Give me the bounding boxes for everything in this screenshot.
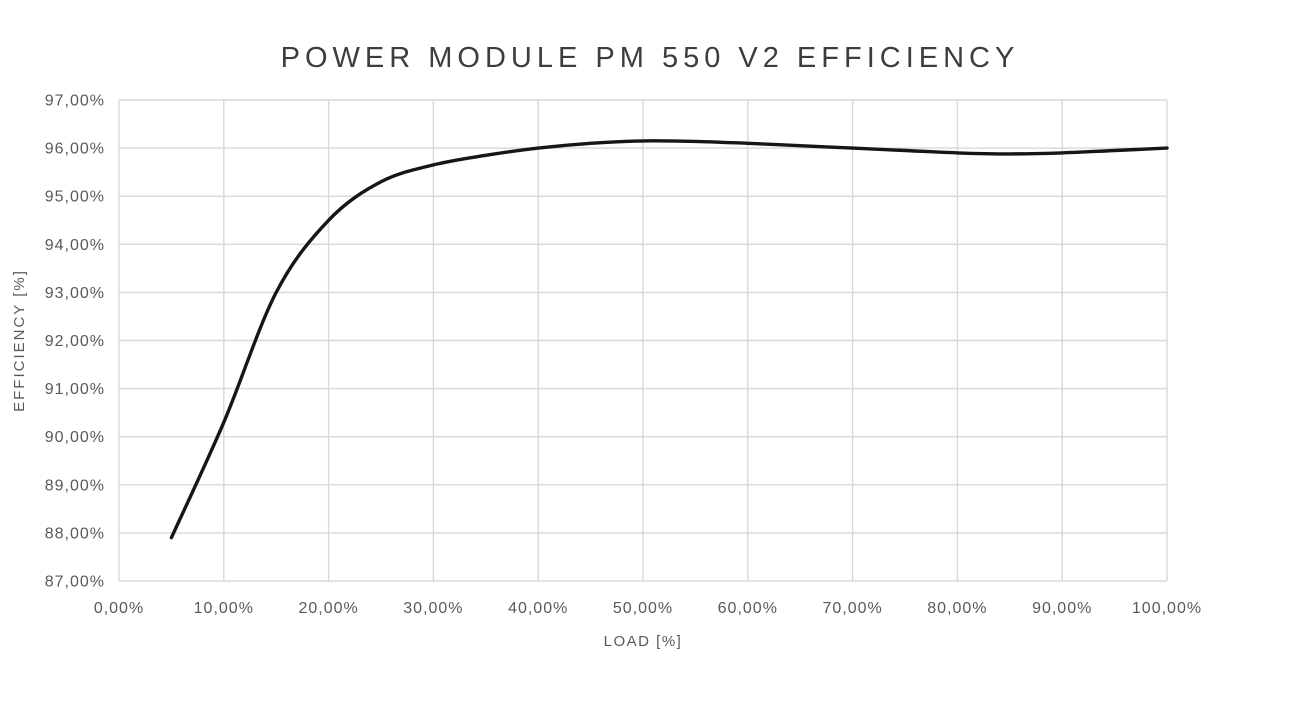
x-axis-title: LOAD [%] bbox=[604, 633, 683, 650]
efficiency-series-line bbox=[169, 139, 1169, 540]
x-tick-label: 0,00% bbox=[94, 600, 144, 617]
y-tick-label: 94,00% bbox=[45, 237, 105, 254]
x-tick-label: 30,00% bbox=[403, 600, 463, 617]
y-tick-label: 88,00% bbox=[45, 525, 105, 542]
y-tick-label: 93,00% bbox=[45, 285, 105, 302]
chart-title: POWER MODULE PM 550 V2 EFFICIENCY bbox=[280, 42, 1020, 74]
x-tick-label: 40,00% bbox=[508, 600, 568, 617]
x-tick-label: 70,00% bbox=[822, 600, 882, 617]
y-tick-label: 95,00% bbox=[45, 189, 105, 206]
x-tick-label: 20,00% bbox=[298, 600, 358, 617]
x-tick-label: 10,00% bbox=[194, 600, 254, 617]
y-axis-title: EFFICIENCY [%] bbox=[11, 269, 28, 412]
x-tick-label: 90,00% bbox=[1032, 600, 1092, 617]
x-tick-label: 80,00% bbox=[927, 600, 987, 617]
y-tick-label: 92,00% bbox=[45, 333, 105, 350]
x-tick-label: 100,00% bbox=[1132, 600, 1202, 617]
y-tick-label: 90,00% bbox=[45, 429, 105, 446]
y-tick-label: 97,00% bbox=[45, 93, 105, 110]
y-tick-label: 96,00% bbox=[45, 141, 105, 158]
y-tick-label: 91,00% bbox=[45, 381, 105, 398]
y-tick-label: 89,00% bbox=[45, 477, 105, 494]
x-tick-label: 50,00% bbox=[613, 600, 673, 617]
x-tick-label: 60,00% bbox=[718, 600, 778, 617]
y-tick-label: 87,00% bbox=[45, 574, 105, 591]
